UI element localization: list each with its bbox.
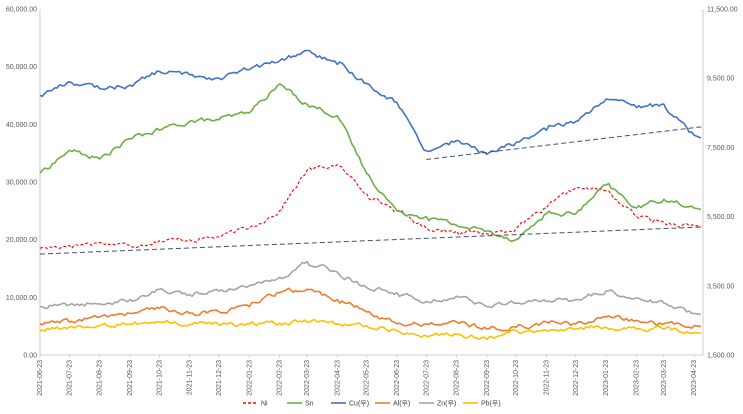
series-line-al <box>39 287 702 332</box>
x-tick-label: 2021-09-23 <box>127 360 134 396</box>
x-tick-label: 2022-06-23 <box>394 360 401 396</box>
y-left-tick-label: 40,000.00 <box>6 122 37 129</box>
legend-label: Sn <box>305 401 314 408</box>
y-right-tick-label: 9,500.00 <box>707 76 734 83</box>
x-tick-label: 2022-12-23 <box>573 360 580 396</box>
x-tick-label: 2022-01-23 <box>246 360 253 396</box>
trendline-0 <box>39 226 704 255</box>
legend-label: Pb(우) <box>481 400 501 408</box>
y-left-tick-label: 60,000.00 <box>6 7 37 14</box>
x-tick-label: 2021-11-23 <box>187 360 194 395</box>
x-tick-label: 2021-10-23 <box>156 360 163 396</box>
axes-layer <box>39 9 704 358</box>
x-tick-label: 2021-07-23 <box>66 360 73 396</box>
x-tick-label: 2022-04-23 <box>334 360 341 396</box>
y-left-tick-label: 10,000.00 <box>6 295 37 302</box>
series-line-sn <box>39 83 702 243</box>
y-right-tick-label: 5,500.00 <box>707 214 734 221</box>
legend-label: Zn(우) <box>437 400 456 408</box>
series-line-zn <box>39 260 702 316</box>
x-tick-label: 2023-04-23 <box>691 360 698 396</box>
series-line-ni <box>39 164 702 249</box>
x-tick-label: 2022-07-23 <box>423 360 430 396</box>
x-tick-label: 2022-08-23 <box>454 360 461 396</box>
y-right-tick-label: 3,500.00 <box>707 283 734 290</box>
trendline-1 <box>426 126 704 161</box>
tick-labels-layer: 0.00 10,000.00 20,000.00 30,000.00 40,000.00… <box>6 7 738 396</box>
series-line-cu <box>39 49 702 156</box>
x-tick-label: 2021-08-23 <box>97 360 104 396</box>
x-tick-label: 2022-02-23 <box>277 360 284 396</box>
x-tick-label: 2022-03-23 <box>304 360 311 396</box>
x-tick-label: 2022-11-23 <box>544 360 551 395</box>
x-tick-label: 2022-10-23 <box>513 360 520 396</box>
series-layer <box>39 49 702 341</box>
legend-label: Al(우) <box>393 400 410 408</box>
series-line-pb <box>39 318 702 341</box>
y-left-tick-label: 30,000.00 <box>6 180 37 187</box>
y-left-tick-label: 20,000.00 <box>6 237 37 244</box>
x-tick-label: 2022-09-23 <box>484 360 491 396</box>
y-right-tick-label: 11,500.00 <box>707 7 738 14</box>
y-right-tick-label: 7,500.00 <box>707 145 734 152</box>
x-tick-label: 2023-01-23 <box>603 360 610 396</box>
y-left-tick-label: 0.00 <box>23 353 37 360</box>
y-right-tick-label: 1,500.00 <box>707 353 734 360</box>
x-tick-label: 2023-03-23 <box>661 360 668 396</box>
x-tick-label: 2021-06-23 <box>37 360 44 396</box>
x-tick-label: 2023-02-23 <box>634 360 641 396</box>
y-left-tick-label: 50,000.00 <box>6 64 37 71</box>
x-tick-label: 2022-05-23 <box>364 360 371 396</box>
trendline-layer <box>39 126 704 255</box>
legend: Ni Sn Cu(우) Al(우) Zn(우) Pb(우) <box>243 400 501 408</box>
legend-label: Ni <box>261 401 268 408</box>
legend-label: Cu(우) <box>349 400 369 408</box>
x-tick-label: 2021-12-23 <box>216 360 223 396</box>
